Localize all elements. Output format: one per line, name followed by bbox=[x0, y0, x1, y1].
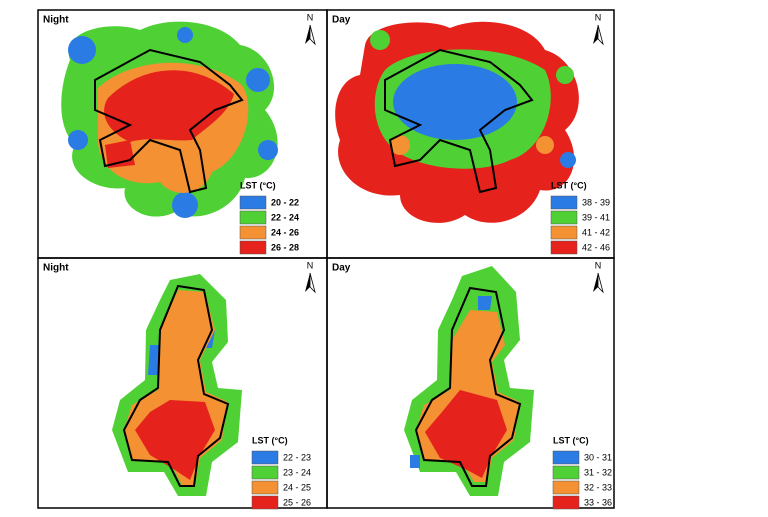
north-arrow bbox=[309, 272, 316, 294]
map-zone bbox=[410, 455, 420, 468]
map-zone bbox=[177, 27, 193, 43]
map-zone bbox=[536, 136, 554, 154]
legend-label: 38 - 39 bbox=[582, 197, 610, 207]
map-zone bbox=[478, 296, 492, 310]
north-arrow bbox=[597, 272, 604, 294]
map-zone bbox=[425, 390, 507, 478]
legend-title: LST (°C) bbox=[551, 180, 587, 190]
legend-swatch bbox=[552, 480, 580, 495]
map-zone bbox=[258, 140, 278, 160]
panel-title: Day bbox=[332, 15, 351, 26]
legend-swatch bbox=[552, 495, 580, 510]
legend-swatch bbox=[550, 195, 578, 210]
map-zone bbox=[135, 400, 215, 480]
legend-label: 20 - 22 bbox=[271, 197, 299, 207]
legend-label: 23 - 24 bbox=[283, 467, 311, 477]
map-zone bbox=[560, 152, 576, 168]
north-label: N bbox=[595, 12, 602, 22]
legend-label: 41 - 42 bbox=[582, 227, 610, 237]
legend-label: 30 - 31 bbox=[584, 452, 612, 462]
legend-swatch bbox=[552, 450, 580, 465]
legend-swatch bbox=[239, 210, 267, 225]
legend-swatch bbox=[251, 450, 279, 465]
legend-label: 42 - 46 bbox=[582, 242, 610, 252]
legend-label: 39 - 41 bbox=[582, 212, 610, 222]
legend-swatch bbox=[251, 495, 279, 510]
legend-title: LST (°C) bbox=[240, 180, 276, 190]
north-label: N bbox=[307, 12, 314, 22]
legend-swatch bbox=[239, 240, 267, 255]
legend-label: 26 - 28 bbox=[271, 242, 299, 252]
legend-label: 22 - 23 bbox=[283, 452, 311, 462]
legend-label: 24 - 25 bbox=[283, 482, 311, 492]
map bbox=[335, 21, 579, 223]
map bbox=[404, 266, 534, 496]
map-zone bbox=[246, 68, 270, 92]
legend-title: LST (°C) bbox=[553, 435, 589, 445]
north-label: N bbox=[307, 260, 314, 270]
north-arrow bbox=[593, 273, 598, 292]
legend-swatch bbox=[550, 225, 578, 240]
panel-title: Day bbox=[332, 263, 351, 274]
map bbox=[112, 274, 242, 496]
legend-label: 32 - 33 bbox=[584, 482, 612, 492]
legend-label: 22 - 24 bbox=[271, 212, 299, 222]
panel-title: Night bbox=[43, 263, 69, 274]
legend-swatch bbox=[251, 465, 279, 480]
map-zone bbox=[556, 66, 574, 84]
map-zone bbox=[148, 345, 160, 375]
map-zone bbox=[105, 140, 135, 168]
legend-label: 33 - 36 bbox=[584, 497, 612, 507]
map-zone bbox=[390, 135, 410, 155]
boundary bbox=[384, 48, 534, 194]
legend-label: 31 - 32 bbox=[584, 467, 612, 477]
legend-swatch bbox=[552, 465, 580, 480]
map bbox=[61, 21, 278, 218]
legend-swatch bbox=[239, 195, 267, 210]
legend-title: LST (°C) bbox=[252, 435, 288, 445]
legend-swatch bbox=[550, 240, 578, 255]
map-zone bbox=[172, 192, 198, 218]
north-arrow bbox=[309, 24, 316, 46]
north-arrow bbox=[593, 25, 598, 44]
north-arrow bbox=[597, 24, 604, 46]
map-zone bbox=[68, 36, 96, 64]
map-zone bbox=[370, 30, 390, 50]
legend-label: 25 - 26 bbox=[283, 497, 311, 507]
north-label: N bbox=[595, 260, 602, 270]
map-zone bbox=[68, 130, 88, 150]
legend-swatch bbox=[550, 210, 578, 225]
north-arrow bbox=[305, 273, 310, 292]
north-arrow bbox=[305, 25, 310, 44]
panel-title: Night bbox=[43, 15, 69, 26]
legend-swatch bbox=[251, 480, 279, 495]
map-zone bbox=[104, 70, 234, 142]
boundary bbox=[414, 286, 522, 487]
boundary bbox=[122, 284, 230, 487]
map-zone bbox=[393, 64, 517, 140]
boundary bbox=[94, 48, 244, 194]
legend-label: 24 - 26 bbox=[271, 227, 299, 237]
panel-frame bbox=[326, 257, 615, 509]
legend-swatch bbox=[239, 225, 267, 240]
